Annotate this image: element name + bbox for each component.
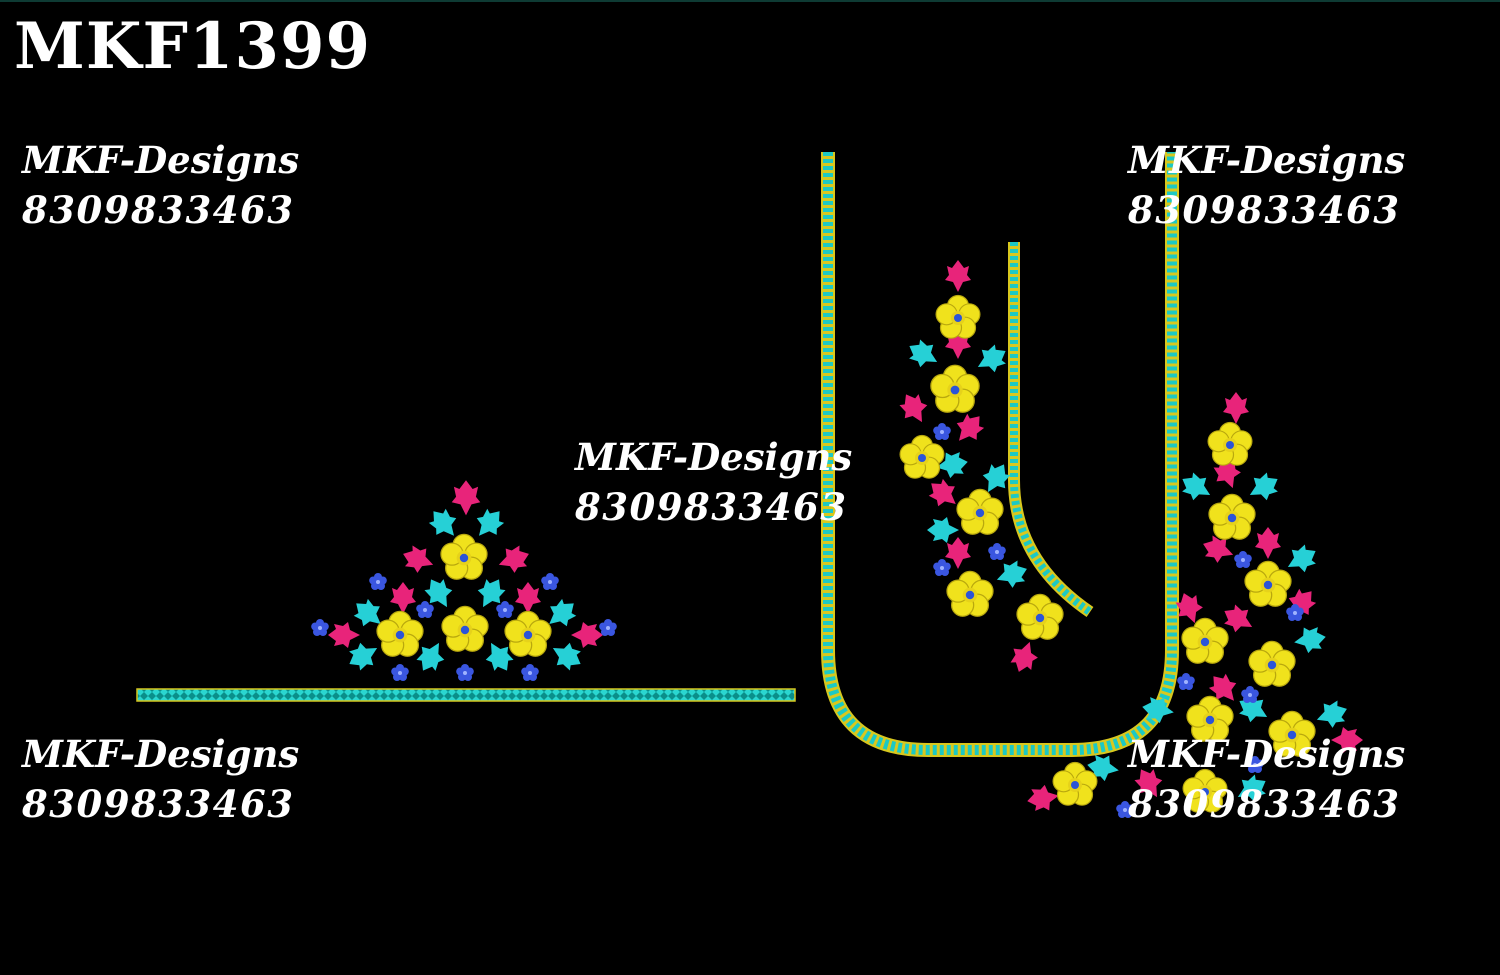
watermark-phone: 8309833463 [22, 782, 295, 826]
watermark-brand: MKF-Designs [22, 732, 300, 776]
sleeve-floral-motif [311, 480, 617, 681]
top-border-line [0, 0, 1500, 2]
watermark-top-left: MKF-Designs 8309833463 [22, 136, 299, 236]
watermark-top-right: MKF-Designs 8309833463 [1128, 136, 1405, 236]
watermark-brand: MKF-Designs [575, 435, 853, 479]
watermark-brand: MKF-Designs [22, 138, 300, 182]
watermark-brand: MKF-Designs [1128, 138, 1406, 182]
watermark-bottom-left: MKF-Designs 8309833463 [22, 730, 299, 830]
design-code-title: MKF1399 [14, 9, 372, 84]
watermark-phone: 8309833463 [1128, 782, 1401, 826]
neckline-outer-border [821, 152, 1179, 757]
sleeve-border-strip [136, 688, 796, 702]
watermark-phone: 8309833463 [1128, 188, 1401, 232]
neckline-inner-border [1008, 242, 1094, 617]
watermark-phone: 8309833463 [575, 485, 848, 529]
watermark-center: MKF-Designs 8309833463 [575, 433, 852, 533]
watermark-phone: 8309833463 [22, 188, 295, 232]
watermark-bottom-right: MKF-Designs 8309833463 [1128, 730, 1405, 830]
watermark-brand: MKF-Designs [1128, 732, 1406, 776]
neckline-floral-vine-left [894, 260, 1064, 677]
